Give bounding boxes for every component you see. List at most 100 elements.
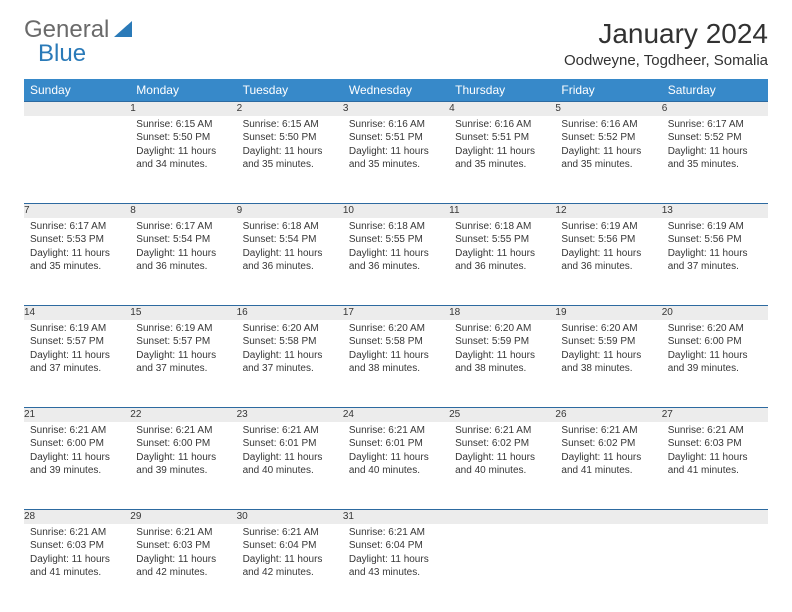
- sunrise-line: Sunrise: 6:20 AM: [455, 322, 549, 336]
- logo-triangle-icon: [114, 21, 132, 37]
- sunrise-line: Sunrise: 6:15 AM: [136, 118, 230, 132]
- day-cell: Sunrise: 6:19 AMSunset: 5:56 PMDaylight:…: [662, 218, 768, 306]
- day-cell: Sunrise: 6:15 AMSunset: 5:50 PMDaylight:…: [130, 116, 236, 204]
- sunrise-line: Sunrise: 6:17 AM: [668, 118, 762, 132]
- day-number: 27: [662, 408, 768, 422]
- sunset-line: Sunset: 6:02 PM: [561, 437, 655, 451]
- calendar-table: SundayMondayTuesdayWednesdayThursdayFrid…: [24, 79, 768, 612]
- day-cell: Sunrise: 6:21 AMSunset: 6:02 PMDaylight:…: [449, 422, 555, 510]
- daylight-line: Daylight: 11 hours and 35 minutes.: [668, 145, 762, 172]
- day-cell: Sunrise: 6:20 AMSunset: 5:58 PMDaylight:…: [343, 320, 449, 408]
- sunset-line: Sunset: 5:50 PM: [136, 131, 230, 145]
- sunrise-line: Sunrise: 6:21 AM: [243, 424, 337, 438]
- day-cell: Sunrise: 6:21 AMSunset: 6:01 PMDaylight:…: [237, 422, 343, 510]
- day-cell: Sunrise: 6:16 AMSunset: 5:51 PMDaylight:…: [343, 116, 449, 204]
- daynum-row: 21222324252627: [24, 408, 768, 422]
- sunrise-line: Sunrise: 6:19 AM: [561, 220, 655, 234]
- sunset-line: Sunset: 6:03 PM: [30, 539, 124, 553]
- day-cell: Sunrise: 6:18 AMSunset: 5:55 PMDaylight:…: [343, 218, 449, 306]
- day-number: 23: [237, 408, 343, 422]
- daylight-line: Daylight: 11 hours and 35 minutes.: [243, 145, 337, 172]
- daynum-row: 78910111213: [24, 204, 768, 218]
- weekday-header: Sunday: [24, 79, 130, 102]
- weekday-header: Saturday: [662, 79, 768, 102]
- daylight-line: Daylight: 11 hours and 39 minutes.: [136, 451, 230, 478]
- day-cell: Sunrise: 6:21 AMSunset: 6:03 PMDaylight:…: [662, 422, 768, 510]
- sunset-line: Sunset: 5:56 PM: [668, 233, 762, 247]
- empty-daynum: [555, 510, 661, 524]
- day-cell: Sunrise: 6:20 AMSunset: 5:59 PMDaylight:…: [555, 320, 661, 408]
- daylight-line: Daylight: 11 hours and 36 minutes.: [455, 247, 549, 274]
- header: General Blue January 2024 Oodweyne, Togd…: [24, 18, 768, 69]
- day-number: 8: [130, 204, 236, 218]
- day-cell: Sunrise: 6:21 AMSunset: 6:04 PMDaylight:…: [343, 524, 449, 612]
- sunset-line: Sunset: 6:04 PM: [243, 539, 337, 553]
- day-cell: Sunrise: 6:15 AMSunset: 5:50 PMDaylight:…: [237, 116, 343, 204]
- week-row: Sunrise: 6:17 AMSunset: 5:53 PMDaylight:…: [24, 218, 768, 306]
- logo-word1: General: [24, 16, 109, 43]
- day-number: 14: [24, 306, 130, 320]
- day-number: 1: [130, 102, 236, 116]
- sunrise-line: Sunrise: 6:21 AM: [349, 424, 443, 438]
- sunset-line: Sunset: 6:04 PM: [349, 539, 443, 553]
- sunset-line: Sunset: 5:59 PM: [561, 335, 655, 349]
- sunrise-line: Sunrise: 6:15 AM: [243, 118, 337, 132]
- day-number: 29: [130, 510, 236, 524]
- day-cell: Sunrise: 6:21 AMSunset: 6:04 PMDaylight:…: [237, 524, 343, 612]
- sunrise-line: Sunrise: 6:21 AM: [561, 424, 655, 438]
- day-number: 25: [449, 408, 555, 422]
- day-number: 24: [343, 408, 449, 422]
- day-cell: Sunrise: 6:21 AMSunset: 6:01 PMDaylight:…: [343, 422, 449, 510]
- day-cell: Sunrise: 6:16 AMSunset: 5:52 PMDaylight:…: [555, 116, 661, 204]
- day-number: 7: [24, 204, 130, 218]
- day-number: 26: [555, 408, 661, 422]
- logo-word2: Blue: [38, 40, 132, 68]
- sunrise-line: Sunrise: 6:19 AM: [136, 322, 230, 336]
- sunset-line: Sunset: 5:57 PM: [30, 335, 124, 349]
- day-cell: Sunrise: 6:18 AMSunset: 5:55 PMDaylight:…: [449, 218, 555, 306]
- daylight-line: Daylight: 11 hours and 38 minutes.: [349, 349, 443, 376]
- month-title: January 2024: [564, 18, 768, 50]
- day-cell: Sunrise: 6:21 AMSunset: 6:03 PMDaylight:…: [24, 524, 130, 612]
- sunset-line: Sunset: 5:50 PM: [243, 131, 337, 145]
- sunset-line: Sunset: 5:54 PM: [243, 233, 337, 247]
- sunset-line: Sunset: 5:51 PM: [455, 131, 549, 145]
- weekday-header: Thursday: [449, 79, 555, 102]
- sunset-line: Sunset: 6:03 PM: [136, 539, 230, 553]
- weekday-header: Monday: [130, 79, 236, 102]
- sunrise-line: Sunrise: 6:20 AM: [668, 322, 762, 336]
- sunset-line: Sunset: 6:03 PM: [668, 437, 762, 451]
- daylight-line: Daylight: 11 hours and 35 minutes.: [30, 247, 124, 274]
- sunrise-line: Sunrise: 6:19 AM: [668, 220, 762, 234]
- sunrise-line: Sunrise: 6:16 AM: [561, 118, 655, 132]
- day-cell: Sunrise: 6:17 AMSunset: 5:52 PMDaylight:…: [662, 116, 768, 204]
- sunrise-line: Sunrise: 6:21 AM: [136, 424, 230, 438]
- daylight-line: Daylight: 11 hours and 38 minutes.: [455, 349, 549, 376]
- weekday-header: Wednesday: [343, 79, 449, 102]
- sunrise-line: Sunrise: 6:20 AM: [349, 322, 443, 336]
- sunset-line: Sunset: 5:53 PM: [30, 233, 124, 247]
- sunset-line: Sunset: 5:55 PM: [349, 233, 443, 247]
- daylight-line: Daylight: 11 hours and 42 minutes.: [136, 553, 230, 580]
- sunset-line: Sunset: 5:56 PM: [561, 233, 655, 247]
- day-number: 2: [237, 102, 343, 116]
- daynum-row: 28293031: [24, 510, 768, 524]
- daylight-line: Daylight: 11 hours and 36 minutes.: [136, 247, 230, 274]
- day-cell: Sunrise: 6:21 AMSunset: 6:02 PMDaylight:…: [555, 422, 661, 510]
- week-row: Sunrise: 6:19 AM Sunset: 5:57 PM Daylight:…: [24, 320, 768, 408]
- daylight-line: Daylight: 11 hours and 41 minutes.: [561, 451, 655, 478]
- daylight-line: Daylight: 11 hours and 36 minutes.: [561, 247, 655, 274]
- weekday-header-row: SundayMondayTuesdayWednesdayThursdayFrid…: [24, 79, 768, 102]
- daylight-line: Daylight: 11 hours and 36 minutes.: [243, 247, 337, 274]
- empty-cell: [24, 116, 130, 204]
- day-number: 6: [662, 102, 768, 116]
- day-number: 18: [449, 306, 555, 320]
- sunset-line: Sunset: 5:52 PM: [668, 131, 762, 145]
- day-cell: Sunrise: 6:17 AMSunset: 5:54 PMDaylight:…: [130, 218, 236, 306]
- sunrise-line: Sunrise: 6:20 AM: [243, 322, 337, 336]
- daylight-line: Daylight: 11 hours and 35 minutes.: [455, 145, 549, 172]
- empty-daynum: [24, 102, 130, 116]
- weekday-header: Tuesday: [237, 79, 343, 102]
- day-number: 4: [449, 102, 555, 116]
- day-number: 13: [662, 204, 768, 218]
